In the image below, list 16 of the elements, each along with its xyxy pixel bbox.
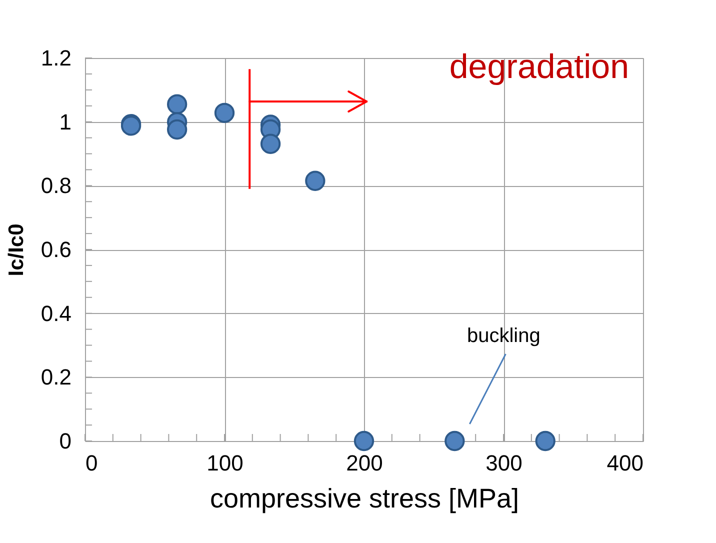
y-tick-label: 0.8: [40, 173, 72, 198]
x-tick-label: 0: [86, 450, 98, 476]
x-tick-label: 100: [206, 450, 244, 476]
x-tick-label: 200: [346, 450, 383, 476]
y-tick-label: 1.2: [40, 46, 72, 70]
x-tick-label: 300: [486, 450, 522, 476]
annotation: degradation: [449, 48, 629, 86]
annotation: buckling: [466, 325, 540, 347]
y-tick-label: 0.6: [40, 237, 72, 262]
y-tick-label: 1: [59, 109, 72, 134]
x-axis-title: compressive stress [MPa]: [210, 484, 520, 514]
y-tick-label: 0.2: [40, 364, 72, 390]
x-tick-label: 400: [606, 450, 644, 476]
y-axis-title: Ic/Ic0: [4, 224, 28, 276]
y-tick-label: 0: [59, 428, 72, 454]
y-tick-label: 0.4: [40, 300, 72, 326]
